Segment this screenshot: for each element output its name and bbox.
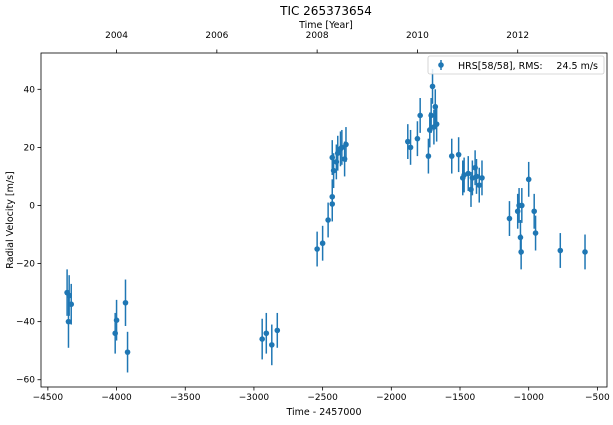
chart-title: TIC 265373654 xyxy=(279,4,372,18)
legend: HRS[58/58], RMS: 24.5 m/s xyxy=(427,55,605,75)
y-axis: −60 −40 −20 0 20 40 xyxy=(16,85,41,386)
y-tick-label: −60 xyxy=(16,376,35,386)
data-point xyxy=(263,330,270,337)
x-tick-label: −2000 xyxy=(376,393,407,403)
data-point xyxy=(425,153,432,159)
x-tick-label: −2500 xyxy=(307,393,338,403)
data-point xyxy=(274,327,281,334)
data-point xyxy=(65,318,72,325)
data-point xyxy=(479,175,485,181)
data-point xyxy=(334,150,341,156)
data-point xyxy=(68,301,75,308)
data-point xyxy=(329,193,336,200)
data-point xyxy=(476,182,483,188)
x-tick-label: −3000 xyxy=(239,393,270,403)
data-point xyxy=(518,249,524,255)
x-tick-label: −1000 xyxy=(513,393,544,403)
data-point xyxy=(339,144,345,151)
data-point xyxy=(448,153,455,159)
legend-marker xyxy=(438,62,444,68)
year-tick-label: 2008 xyxy=(306,31,329,41)
data-point xyxy=(268,342,275,348)
legend-rms: 24.5 m/s xyxy=(556,61,598,72)
y-tick-label: 40 xyxy=(24,85,36,95)
y-tick-label: −40 xyxy=(16,318,35,328)
y-tick-label: 0 xyxy=(29,201,35,211)
top-year-axis: 2004 2006 2008 2010 2012 xyxy=(105,31,529,53)
data-point xyxy=(113,317,120,324)
top-axis-title: Time [Year] xyxy=(298,20,353,31)
x-tick-label: −500 xyxy=(585,393,610,403)
x-tick-label: −4000 xyxy=(101,393,132,403)
data-point xyxy=(124,349,131,355)
data-point xyxy=(531,208,537,215)
year-tick-label: 2004 xyxy=(105,31,128,41)
data-point xyxy=(329,154,336,161)
data-point xyxy=(405,138,411,145)
data-point xyxy=(429,83,436,90)
data-point xyxy=(417,112,423,119)
data-point xyxy=(407,144,414,151)
data-point xyxy=(122,299,129,306)
data-point xyxy=(343,141,349,148)
data-point xyxy=(532,230,539,236)
data-point xyxy=(325,217,331,223)
data-point xyxy=(428,112,434,119)
data-series xyxy=(64,68,588,373)
data-point xyxy=(557,247,564,254)
data-point xyxy=(455,151,462,158)
data-point xyxy=(473,173,480,180)
year-tick-label: 2012 xyxy=(506,31,529,41)
data-point xyxy=(414,135,421,142)
year-tick-label: 2006 xyxy=(205,31,228,41)
x-axis-title: Time - 2457000 xyxy=(285,407,361,418)
data-point xyxy=(582,249,588,255)
x-tick-label: −4500 xyxy=(33,393,64,403)
data-point xyxy=(525,176,532,183)
data-point xyxy=(433,121,440,127)
data-point xyxy=(314,246,320,252)
y-axis-title: Radial Velocity [m/s] xyxy=(5,171,16,268)
y-tick-label: −20 xyxy=(16,260,35,270)
legend-label: HRS[58/58], RMS: xyxy=(458,61,543,72)
x-tick-label: −1500 xyxy=(445,393,476,403)
data-point xyxy=(506,215,513,222)
data-point xyxy=(259,336,265,342)
x-tick-label: −3500 xyxy=(170,393,201,403)
data-point xyxy=(465,170,472,177)
year-tick-label: 2010 xyxy=(406,31,429,41)
y-tick-label: 20 xyxy=(24,143,36,153)
x-axis: −4500 −4000 −3500 −3000 −2500 −2000 −1500 −1000… xyxy=(33,387,610,403)
data-point xyxy=(319,240,326,247)
data-point xyxy=(519,202,525,209)
plot-frame xyxy=(40,52,608,388)
legend-box xyxy=(427,55,605,75)
